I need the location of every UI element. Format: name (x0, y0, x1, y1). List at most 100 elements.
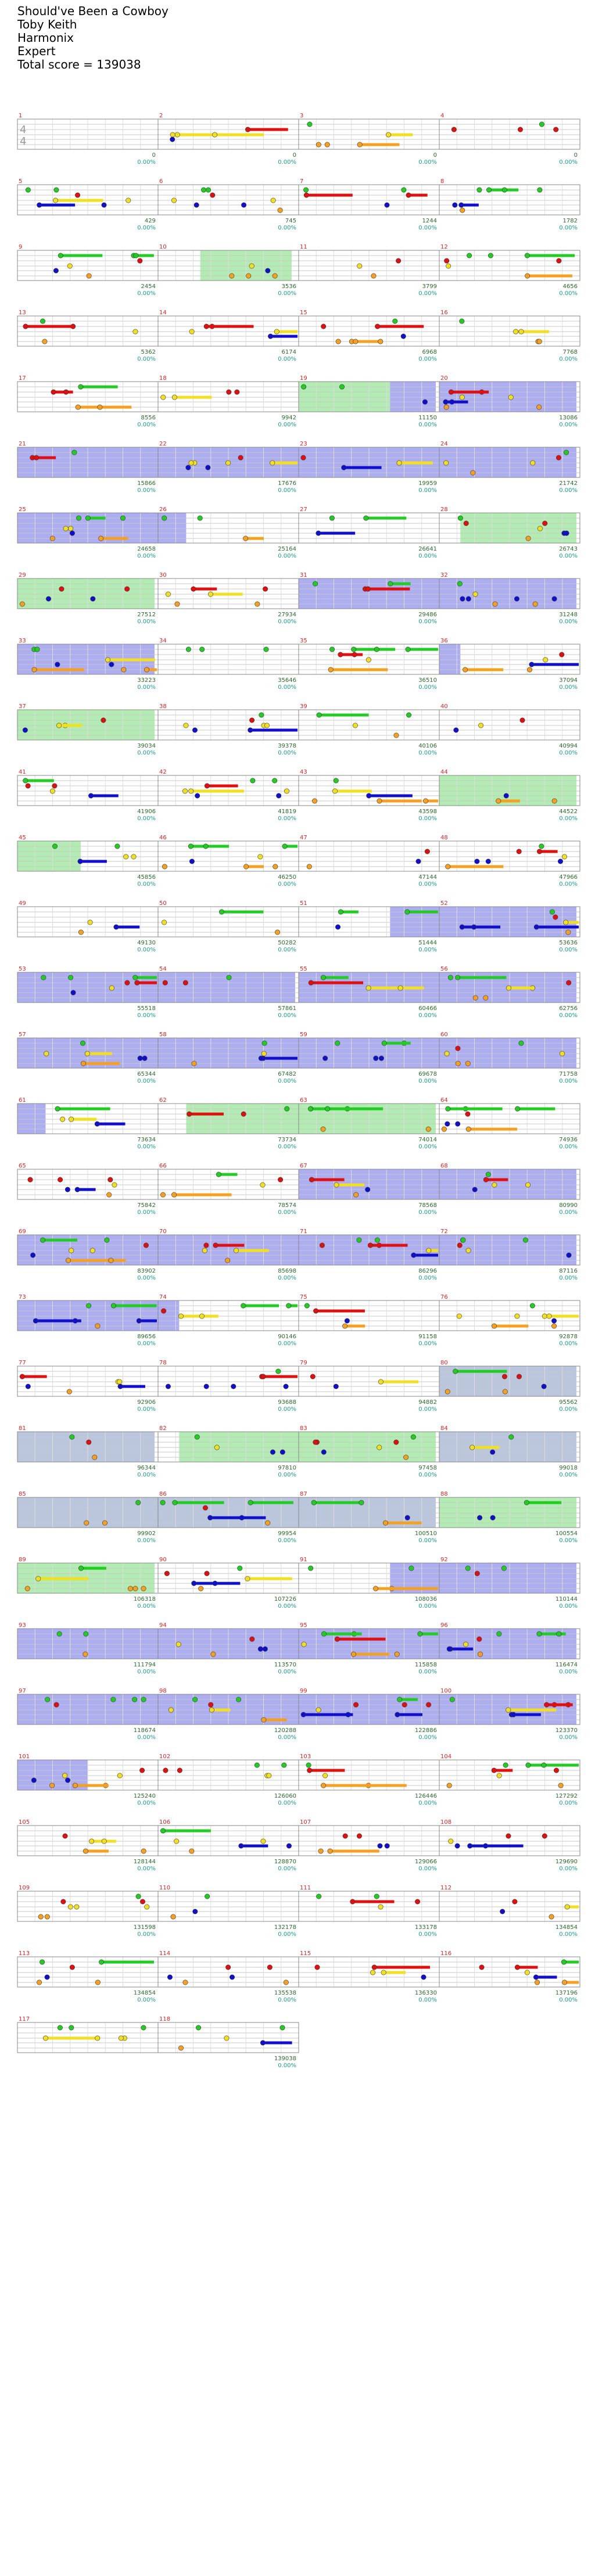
yellow-note (378, 1379, 383, 1385)
red-sustain (368, 587, 410, 591)
staff-border (439, 906, 580, 937)
yellow-note (564, 1904, 570, 1910)
measure-score: 106318 (134, 1596, 156, 1603)
yellow-note (188, 788, 194, 794)
orange-note (92, 1454, 98, 1460)
measure-percent: 0.00% (559, 1341, 578, 1347)
yellow-note (270, 460, 275, 466)
measure: 3 00.00% (298, 113, 440, 166)
yellow-note (446, 263, 451, 269)
green-note (404, 909, 410, 915)
measure-score: 7768 (563, 349, 578, 355)
measure-number: 23 (300, 441, 307, 447)
measure-score: 113570 (274, 1662, 296, 1668)
green-note (325, 1106, 331, 1112)
green-note (281, 1762, 287, 1768)
yellow-sustain (71, 1118, 97, 1121)
measure-percent: 0.00% (559, 1078, 578, 1084)
blue-sustain (250, 728, 298, 732)
blue-sustain (120, 1385, 145, 1388)
green-note (23, 778, 28, 784)
red-sustain (377, 325, 424, 328)
green-note (508, 1434, 514, 1440)
blue-note (167, 1974, 173, 1980)
measure-number: 97 (19, 1688, 26, 1694)
measure-percent: 0.00% (278, 159, 296, 166)
yellow-note (334, 1182, 339, 1188)
red-note (365, 586, 371, 592)
measure-number: 102 (159, 1754, 170, 1760)
green-note (455, 975, 461, 980)
green-note (549, 909, 555, 915)
measure-percent: 0.00% (137, 1472, 156, 1478)
measure-number: 87 (300, 1491, 307, 1497)
yellow-sustain (107, 658, 155, 662)
measure-score: 35646 (278, 677, 296, 684)
orange-sustain (392, 1587, 438, 1590)
measure-number: 92 (440, 1557, 448, 1563)
measure-percent: 0.00% (137, 1341, 156, 1347)
measure-number: 36 (440, 638, 448, 644)
measure-percent: 0.00% (137, 1603, 156, 1609)
green-sustain (243, 1304, 279, 1307)
red-note (542, 1833, 547, 1839)
measure-percent: 0.00% (418, 1209, 437, 1216)
blue-note (465, 596, 471, 602)
red-note (162, 980, 168, 986)
red-note (352, 652, 357, 658)
orange-sustain (245, 537, 264, 540)
measure-score: 15866 (137, 480, 156, 487)
green-note (272, 778, 278, 784)
yellow-note (126, 197, 131, 203)
measure-number: 71 (300, 1228, 307, 1235)
measure-score: 49130 (137, 940, 156, 946)
yellow-note (260, 1182, 266, 1188)
measure-percent: 0.00% (559, 487, 578, 494)
measure-number: 117 (19, 2016, 30, 2022)
green-note (410, 1434, 416, 1440)
yellow-sustain (383, 1971, 406, 1974)
orange-sustain (75, 1784, 109, 1787)
green-sustain (365, 516, 407, 520)
measure-number: 104 (440, 1754, 451, 1760)
measure-percent: 0.00% (278, 1931, 296, 1938)
orange-sustain (564, 1981, 579, 1984)
green-note (308, 1565, 314, 1571)
red-note (124, 586, 130, 592)
orange-note (24, 1586, 30, 1591)
song-title: Should've Been a Cowboy (17, 4, 169, 18)
measure-number: 85 (19, 1491, 26, 1497)
red-sustain (374, 1966, 431, 1969)
red-note (544, 1702, 550, 1708)
blue-note (73, 1318, 78, 1324)
red-note (479, 1964, 485, 1970)
measure-percent: 0.00% (137, 1144, 156, 1150)
green-note (306, 1762, 311, 1768)
orange-note (445, 864, 451, 870)
green-note (104, 1237, 110, 1243)
yellow-note (69, 1116, 74, 1122)
measure-score: 62756 (559, 1005, 578, 1012)
blue-note (262, 1646, 268, 1652)
blue-note (248, 727, 253, 733)
blue-note (490, 1515, 496, 1521)
yellow-note (175, 1641, 181, 1647)
red-note (51, 389, 56, 395)
orange-note (465, 1126, 471, 1132)
measure-number: 116 (440, 1950, 451, 1957)
measure-number: 69 (19, 1228, 26, 1235)
measure-number: 49 (19, 900, 26, 907)
staff-border (439, 118, 580, 150)
yellow-note (35, 1576, 41, 1582)
staff-border (439, 775, 580, 806)
green-note (25, 187, 31, 193)
green-note (476, 187, 482, 193)
measure-percent: 0.00% (418, 1144, 437, 1150)
